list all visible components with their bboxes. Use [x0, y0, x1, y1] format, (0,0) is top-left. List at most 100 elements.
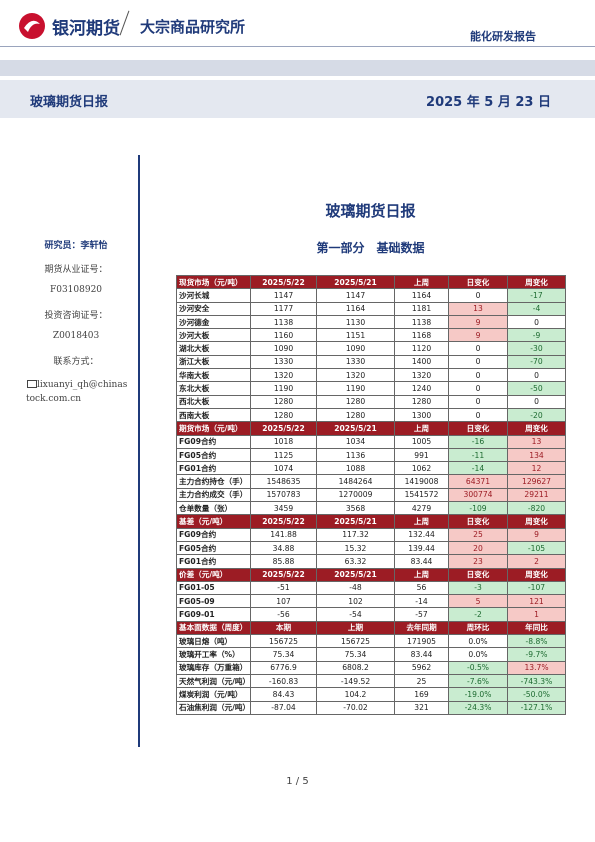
- cell: -105: [507, 540, 566, 556]
- cell: 20: [448, 540, 508, 556]
- cell: 1164: [394, 288, 449, 303]
- cell: 107: [250, 594, 317, 609]
- row-label: FG05-09: [176, 594, 251, 609]
- data-row: 东北大板 1190 1190 1240 0 -50: [176, 381, 566, 396]
- cell: 9: [507, 527, 566, 542]
- cell: 102: [316, 594, 395, 609]
- cell: 1090: [316, 341, 395, 356]
- cell: 1168: [394, 328, 449, 343]
- data-row: 天然气利润（元/吨） -160.83 -149.52 25 -7.6% -743.3%: [176, 673, 566, 689]
- row-label: 沙河德金: [176, 314, 251, 330]
- section-header-row: 基差（元/吨） 2025/5/22 2025/5/21 上周 日变化 周变化: [176, 514, 566, 529]
- cell: 1138: [394, 314, 449, 330]
- cell: -54: [316, 607, 395, 622]
- data-row: FG05合约 34.88 15.32 139.44 20 -105: [176, 540, 566, 556]
- cell: 104.2: [316, 687, 395, 702]
- cell: 25: [394, 673, 449, 689]
- header-cell: 日变化: [448, 421, 508, 436]
- header-cell: 周变化: [507, 567, 566, 582]
- cell: 25: [448, 527, 508, 542]
- cell: -9.7%: [507, 647, 566, 662]
- cell: 3568: [316, 501, 395, 516]
- row-label: FG09-01: [176, 607, 251, 622]
- row-label: 华南大板: [176, 368, 251, 383]
- cell: 1270009: [316, 487, 395, 503]
- banner-date: 2025 年 5 月 23 日: [426, 95, 551, 110]
- cell: 9: [448, 328, 508, 343]
- cell: 1280: [316, 407, 395, 423]
- data-row: 浙江大板 1330 1330 1400 0 -70: [176, 354, 566, 370]
- cell: 991: [394, 447, 449, 463]
- data-row: 沙河安全 1177 1164 1181 13 -4: [176, 301, 566, 316]
- contact-label: 联系方式：: [53, 357, 99, 367]
- row-label: FG09合约: [176, 527, 251, 542]
- cell: 1138: [250, 314, 317, 330]
- cell: -149.52: [316, 673, 395, 689]
- section-header-row: 期货市场（元/吨） 2025/5/22 2025/5/21 上周 日变化 周变化: [176, 421, 566, 436]
- data-row: FG09-01 -56 -54 -57 -2 1: [176, 607, 566, 622]
- header-cell: 日变化: [448, 274, 508, 290]
- cell: 156725: [250, 634, 317, 649]
- row-label: FG05合约: [176, 447, 251, 463]
- cell: 171905: [394, 634, 449, 649]
- data-table: 现货市场（元/吨） 2025/5/22 2025/5/21 上周 日变化 周变化 沙河长城 1…: [176, 274, 566, 715]
- section-header-row: 现货市场（元/吨） 2025/5/22 2025/5/21 上周 日变化 周变化: [176, 274, 566, 290]
- data-row: FG01合约 1074 1088 1062 -14 12: [176, 461, 566, 476]
- header-cell: 周环比: [448, 620, 508, 636]
- row-label: 浙江大板: [176, 354, 251, 370]
- main-title: 玻璃期货日报: [325, 202, 416, 220]
- cell: 0: [448, 381, 508, 396]
- row-label: 主力合约成交（手）: [176, 487, 251, 503]
- cell: 0: [507, 314, 566, 330]
- header-cell: 期货市场（元/吨）: [176, 421, 251, 436]
- header-cell: 去年同期: [394, 620, 449, 636]
- cell: 1136: [316, 447, 395, 463]
- row-label: FG05合约: [176, 540, 251, 556]
- cell: 29211: [507, 487, 566, 503]
- cell: -48: [316, 580, 395, 596]
- row-label: FG01-05: [176, 580, 251, 596]
- cell: 0: [507, 394, 566, 409]
- cell: 1280: [316, 394, 395, 409]
- cell: 1320: [250, 368, 317, 383]
- cell: -70: [507, 354, 566, 370]
- cell: 5962: [394, 660, 449, 675]
- cell: 5: [448, 594, 508, 609]
- cell: 0: [448, 368, 508, 383]
- cell: 4279: [394, 501, 449, 516]
- header-cell: 日变化: [448, 567, 508, 582]
- cell: 75.34: [316, 647, 395, 662]
- cell: 117.32: [316, 527, 395, 542]
- header-cell: 2025/5/21: [316, 514, 395, 529]
- cell: 83.44: [394, 647, 449, 662]
- cell: 1484264: [316, 474, 395, 489]
- header-cell: 现货市场（元/吨）: [176, 274, 251, 290]
- cell: 0: [448, 354, 508, 370]
- advisory: Z0018403: [52, 331, 100, 341]
- cell: 0: [448, 394, 508, 409]
- cell: 1177: [250, 301, 317, 316]
- row-label: 玻璃开工率（%）: [176, 647, 251, 662]
- cell: 3459: [250, 501, 317, 516]
- cell: 1181: [394, 301, 449, 316]
- data-row: 石油焦利润（元/吨） -87.04 -70.02 321 -24.3% -127.1%: [176, 700, 566, 715]
- data-row: 玻璃日熔（吨） 156725 156725 171905 0.0% -8.8%: [176, 634, 566, 649]
- cell: -56: [250, 607, 317, 622]
- cell: 13: [507, 434, 566, 449]
- cell: 0: [448, 341, 508, 356]
- cell: 13.7%: [507, 660, 566, 675]
- row-label: 沙河安全: [176, 301, 251, 316]
- header-cell: 本期: [250, 620, 317, 636]
- data-row: FG09合约 1018 1034 1005 -16 13: [176, 434, 566, 449]
- cell: -24.3%: [448, 700, 508, 715]
- cell: 1151: [316, 328, 395, 343]
- header-cell: 上周: [394, 421, 449, 436]
- data-row: 煤炭利润（元/吨） 84.43 104.2 169 -19.0% -50.0%: [176, 687, 566, 702]
- row-label: 沙河大板: [176, 328, 251, 343]
- mail-icon: [27, 380, 37, 388]
- cell: 0.0%: [448, 634, 508, 649]
- row-label: 湖北大板: [176, 341, 251, 356]
- data-row: 玻璃库存（万重箱） 6776.9 6808.2 5962 -0.5% 13.7%: [176, 660, 566, 675]
- cell: -20: [507, 407, 566, 423]
- header-line: [0, 46, 595, 47]
